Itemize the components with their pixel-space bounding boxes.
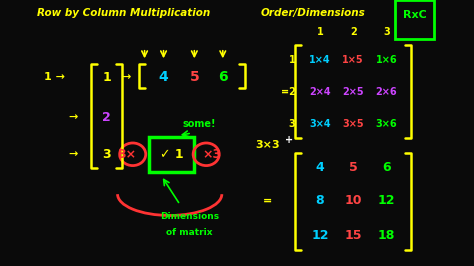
Text: 5: 5 [190, 70, 199, 84]
Text: 2×4: 2×4 [309, 87, 331, 97]
Text: 1: 1 [102, 71, 111, 84]
Text: 3×3: 3×3 [255, 140, 280, 150]
Text: →: → [69, 149, 78, 159]
Text: →: → [121, 72, 130, 82]
Text: 2×6: 2×6 [375, 87, 397, 97]
Text: 3×4: 3×4 [309, 119, 331, 129]
Text: 1×4: 1×4 [309, 55, 331, 65]
Text: RxC: RxC [403, 10, 427, 20]
Text: 1×6: 1×6 [375, 55, 397, 65]
Text: →: → [69, 112, 78, 122]
Text: Dimensions: Dimensions [160, 212, 219, 221]
Text: 12: 12 [378, 194, 395, 207]
Text: 3×5: 3×5 [342, 119, 364, 129]
Text: 3: 3 [102, 148, 111, 161]
Text: 2: 2 [102, 111, 111, 123]
Text: Row by Column Multiplication: Row by Column Multiplication [36, 8, 210, 18]
Text: 1: 1 [289, 55, 295, 65]
Text: 2: 2 [350, 27, 356, 37]
Text: ×3: ×3 [202, 148, 221, 161]
Text: 3: 3 [383, 27, 390, 37]
Text: Order/Dimensions: Order/Dimensions [261, 8, 365, 18]
Text: 5: 5 [349, 161, 357, 174]
Text: 2×5: 2×5 [342, 87, 364, 97]
Text: 3: 3 [289, 119, 295, 129]
Text: 3×: 3× [118, 148, 137, 161]
Text: =: = [263, 196, 273, 206]
Text: 3×6: 3×6 [375, 119, 397, 129]
Text: 1: 1 [317, 27, 323, 37]
Bar [395, 0, 434, 39]
Text: some!: some! [182, 119, 216, 129]
Text: 1 →: 1 → [44, 72, 65, 82]
Text: 10: 10 [345, 194, 362, 207]
Text: +: + [285, 135, 293, 145]
Text: 12: 12 [311, 229, 328, 242]
Text: 4: 4 [316, 161, 324, 174]
Text: ✓ 1: ✓ 1 [160, 148, 184, 161]
Text: 1×5: 1×5 [342, 55, 364, 65]
Text: 6: 6 [382, 161, 391, 174]
Text: 8: 8 [316, 194, 324, 207]
Text: 4: 4 [159, 70, 168, 84]
Bar [149, 137, 194, 172]
Text: 6: 6 [218, 70, 228, 84]
Text: 15: 15 [345, 229, 362, 242]
Text: =2: =2 [281, 87, 296, 97]
Text: of matrix: of matrix [166, 228, 213, 237]
Text: 18: 18 [378, 229, 395, 242]
